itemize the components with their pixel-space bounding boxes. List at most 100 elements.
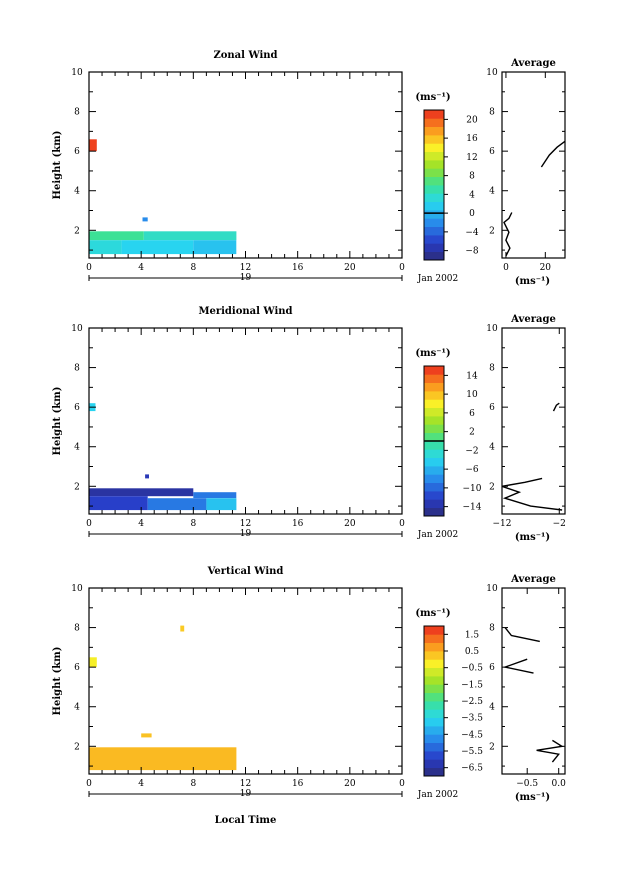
colorbar-band	[424, 466, 444, 475]
average-y-tick-label: 8	[489, 108, 495, 118]
y-tick-label: 10	[71, 324, 83, 334]
average-y-tick-label: 10	[486, 68, 498, 78]
colorbar-band	[424, 151, 444, 161]
colorbar-band	[424, 201, 444, 211]
x-tick-label: 0	[399, 519, 405, 529]
colorbar-band	[424, 251, 444, 261]
x-tick-label: 4	[138, 519, 144, 529]
y-tick-label: 6	[74, 403, 80, 413]
colorbar-frame	[423, 109, 445, 261]
colorbar-band	[424, 659, 444, 668]
x-tick-label: 20	[344, 519, 356, 529]
colorbar-tick-label: −8	[465, 247, 479, 257]
x-tick-label: 4	[138, 779, 144, 789]
x-tick-label: 0	[86, 263, 92, 273]
colorbar-band	[424, 243, 444, 252]
colorbar-tick-label: −1.5	[461, 680, 483, 690]
colorbar-band	[424, 193, 444, 202]
x-tick-label: 0	[399, 263, 405, 273]
y-tick-label: 8	[74, 364, 80, 374]
date-label: Jan 2002	[417, 274, 459, 284]
colorbar-tick-label: 20	[466, 115, 478, 125]
x-tick-label: 12	[240, 263, 251, 273]
panel-title: Meridional Wind	[198, 306, 292, 317]
day-label: 19	[240, 529, 252, 539]
average-y-tick-label: 10	[486, 324, 498, 334]
plot-frame	[88, 327, 403, 515]
average-y-tick-label: 4	[489, 703, 495, 713]
average-profile-line	[536, 739, 564, 763]
colorbar-tick-label: −2.5	[461, 697, 483, 707]
y-tick-label: 2	[74, 742, 80, 752]
colorbar-band	[424, 143, 444, 152]
y-tick-label: 4	[74, 703, 80, 713]
colorbar-tick-label: 8	[469, 172, 475, 182]
colorbar-tick-label: −10	[463, 484, 482, 494]
y-tick-label: 2	[74, 482, 80, 492]
colorbar-band	[424, 474, 444, 483]
average-profile-line	[504, 627, 540, 643]
average-y-tick-label: 8	[489, 364, 495, 374]
y-tick-label: 4	[74, 443, 80, 453]
x-tick-label: 8	[190, 779, 196, 789]
average-x-tick-label: 0	[503, 263, 509, 273]
average-x-tick-label: 0.0	[552, 779, 567, 789]
data-patch	[147, 498, 207, 511]
date-label: Jan 2002	[417, 790, 459, 800]
average-y-tick-label: 2	[489, 482, 495, 492]
colorbar-band	[424, 507, 444, 517]
colorbar-tick-label: 0	[469, 209, 475, 219]
y-axis-label: Height (km)	[52, 131, 63, 200]
colorbar-tick-label: 10	[466, 390, 478, 400]
day-label: 19	[240, 273, 252, 283]
colorbar-band	[424, 235, 444, 244]
colorbar-band	[424, 676, 444, 685]
colorbar-tick-label: 14	[466, 371, 478, 381]
average-y-tick-label: 10	[486, 584, 498, 594]
colorbar-band	[424, 751, 444, 760]
x-tick-label: 8	[190, 519, 196, 529]
colorbar-band	[424, 726, 444, 735]
colorbar-band	[424, 382, 444, 392]
colorbar-tick-label: −5.5	[461, 747, 483, 757]
y-tick-label: 4	[74, 187, 80, 197]
colorbar-band	[424, 767, 444, 777]
colorbar-band	[424, 168, 444, 177]
colorbar-tick-label: 16	[466, 134, 478, 144]
data-patch	[193, 492, 237, 499]
y-tick-label: 8	[74, 108, 80, 118]
colorbar-band	[424, 391, 444, 400]
colorbar-band	[424, 416, 444, 425]
colorbar-unit: (ms⁻¹)	[415, 608, 450, 619]
colorbar-band	[424, 210, 444, 219]
colorbar-band	[424, 366, 444, 375]
average-profile-line	[503, 212, 513, 257]
x-tick-label: 8	[190, 263, 196, 273]
data-patch	[89, 139, 97, 152]
colorbar-tick-label: 2	[469, 428, 475, 438]
date-label: Jan 2002	[417, 530, 459, 540]
data-patch	[89, 231, 144, 241]
colorbar-tick-label: 0.5	[465, 647, 480, 657]
colorbar-band	[424, 126, 444, 136]
colorbar-band	[424, 432, 444, 442]
colorbar-band	[424, 626, 444, 635]
colorbar-band	[424, 634, 444, 643]
colorbar-tick-label: −6	[465, 465, 479, 475]
average-frame	[501, 71, 566, 259]
colorbar-band	[424, 692, 444, 702]
colorbar-tick-label: −3.5	[461, 714, 483, 724]
y-tick-label: 6	[74, 663, 80, 673]
y-tick-label: 2	[74, 226, 80, 236]
x-tick-label: 12	[240, 519, 251, 529]
average-title: Average	[510, 314, 556, 325]
colorbar-tick-label: 4	[469, 190, 475, 200]
average-x-label: (ms⁻¹)	[515, 792, 550, 803]
data-patch	[143, 231, 237, 241]
colorbar-band	[424, 759, 444, 768]
day-label: 19	[240, 789, 252, 799]
average-title: Average	[510, 58, 556, 69]
panel-3: Vertical Wind 0 4 8 12 16 20 0 2 4 6 8 10 Height (km)…	[52, 566, 566, 803]
x-tick-label: 16	[292, 779, 304, 789]
